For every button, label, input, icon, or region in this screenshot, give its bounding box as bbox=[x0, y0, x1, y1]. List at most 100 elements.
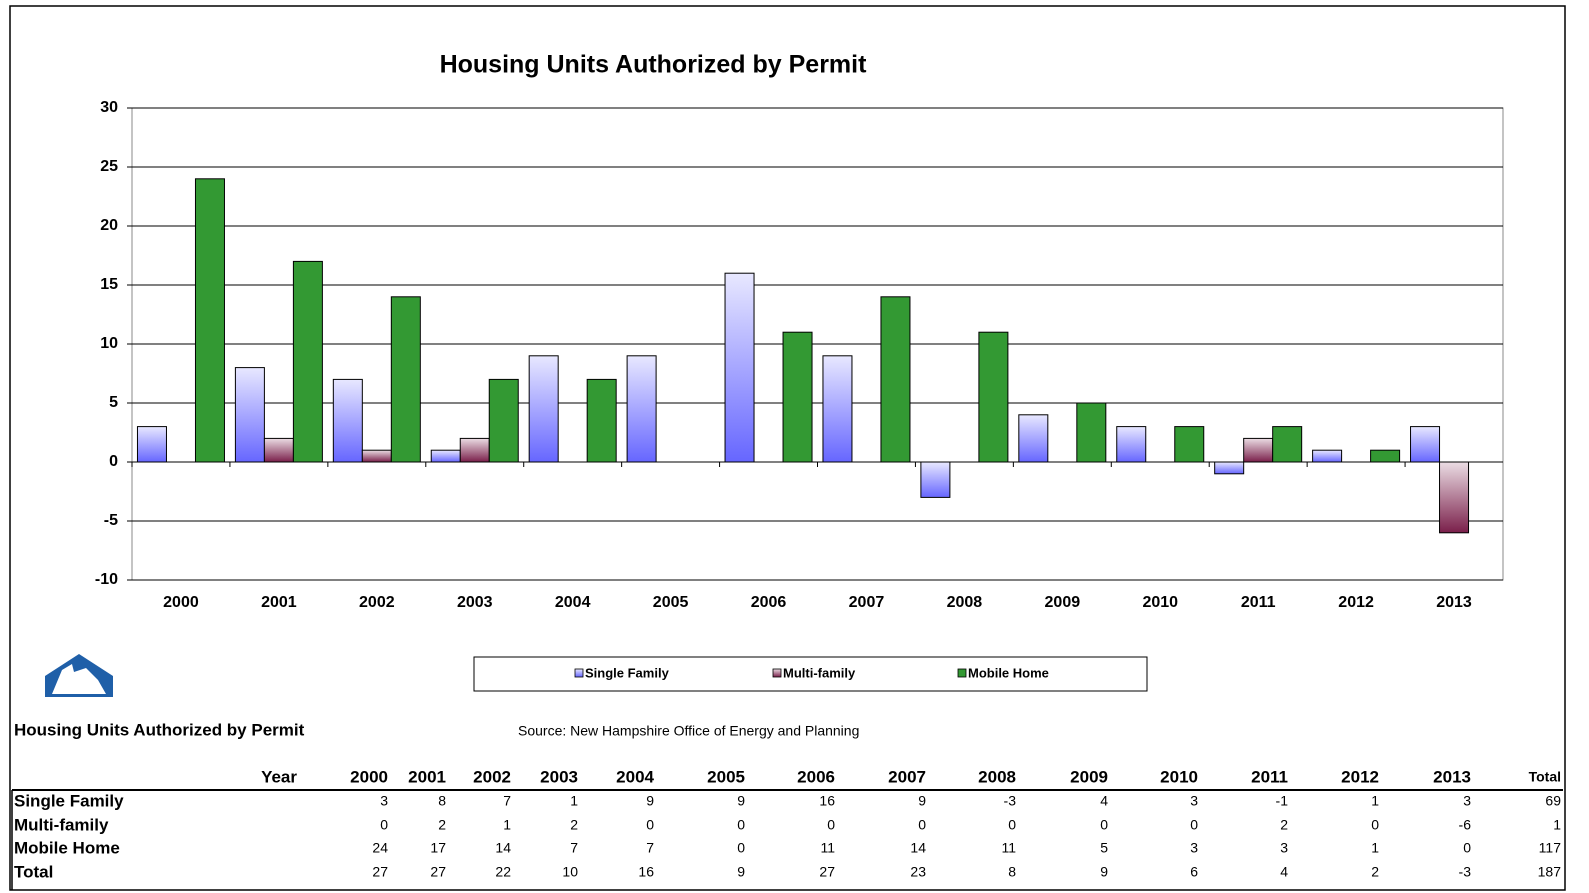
table-cell: 11 bbox=[1001, 840, 1016, 856]
table-cell: 3 bbox=[380, 793, 388, 809]
bar bbox=[194, 178, 225, 463]
legend-label: Mobile Home bbox=[968, 665, 1049, 680]
table-cell: -3 bbox=[1459, 864, 1472, 880]
y-tick-label: 30 bbox=[100, 99, 118, 116]
table-cell: -3 bbox=[1004, 793, 1017, 809]
table-cell: 11 bbox=[820, 840, 835, 856]
table-cell: 2 bbox=[1280, 817, 1288, 833]
y-tick-label: 25 bbox=[100, 158, 118, 175]
table-cell: 7 bbox=[503, 793, 511, 809]
bar bbox=[1116, 426, 1147, 463]
x-tick-label: 2000 bbox=[163, 594, 199, 611]
bar bbox=[488, 378, 519, 463]
x-tick-label: 2003 bbox=[457, 594, 493, 611]
table-cell: 0 bbox=[827, 817, 835, 833]
y-tick-label: -5 bbox=[104, 512, 118, 529]
logo bbox=[45, 654, 113, 697]
table-cell: 10 bbox=[562, 864, 578, 880]
table-cell: 2 bbox=[570, 817, 578, 833]
bar bbox=[880, 296, 911, 463]
table-header: 2007 bbox=[888, 767, 926, 786]
table-cell: 27 bbox=[819, 864, 835, 880]
legend bbox=[473, 656, 1148, 692]
table-cell: 0 bbox=[1463, 840, 1471, 856]
table-header: 2012 bbox=[1341, 767, 1379, 786]
table-cell: 16 bbox=[638, 864, 654, 880]
x-tick-label: 2002 bbox=[359, 594, 395, 611]
row-label: Multi-family bbox=[14, 815, 109, 834]
legend-label: Multi-family bbox=[783, 665, 856, 680]
bar bbox=[920, 461, 951, 498]
table-cell: 9 bbox=[1100, 864, 1108, 880]
table-cell: 9 bbox=[737, 864, 745, 880]
table-cell: 16 bbox=[819, 793, 835, 809]
legend-swatch bbox=[574, 668, 584, 678]
table-cell: 69 bbox=[1545, 793, 1561, 809]
y-tick-label: 5 bbox=[109, 394, 118, 411]
bar bbox=[1272, 426, 1303, 463]
table-cell: 187 bbox=[1538, 864, 1562, 880]
table-cell: 7 bbox=[570, 840, 578, 856]
frame bbox=[9, 5, 1566, 891]
table-cell: 4 bbox=[1280, 864, 1288, 880]
table-header: 2003 bbox=[540, 767, 578, 786]
table-header: Year bbox=[261, 767, 297, 786]
table-title: Housing Units Authorized by Permit bbox=[14, 720, 305, 739]
bar bbox=[528, 355, 559, 463]
bar bbox=[1243, 437, 1274, 463]
x-tick-label: 2008 bbox=[947, 594, 983, 611]
table-cell: 22 bbox=[495, 864, 511, 880]
table-header: Total bbox=[1529, 769, 1561, 785]
table-cell: 9 bbox=[646, 793, 654, 809]
row-label: Total bbox=[14, 862, 53, 881]
table-header: 2009 bbox=[1070, 767, 1108, 786]
table-header: 2000 bbox=[350, 767, 388, 786]
x-tick-label: 2011 bbox=[1241, 594, 1276, 611]
row-label: Single Family bbox=[14, 791, 124, 810]
bar bbox=[332, 378, 363, 463]
legend-swatch bbox=[957, 668, 967, 678]
table-cell: 1 bbox=[570, 793, 578, 809]
table-cell: 23 bbox=[910, 864, 926, 880]
table-header: 2004 bbox=[616, 767, 654, 786]
bar bbox=[1174, 426, 1205, 463]
legend-swatch bbox=[772, 668, 782, 678]
table-cell: -1 bbox=[1276, 793, 1289, 809]
y-tick-label: 0 bbox=[109, 453, 118, 470]
table-header: 2006 bbox=[797, 767, 835, 786]
table-cell: 117 bbox=[1539, 840, 1562, 856]
table-cell: 17 bbox=[430, 840, 446, 856]
table-cell: -6 bbox=[1459, 817, 1472, 833]
table-cell: 0 bbox=[1100, 817, 1108, 833]
y-tick-label: -10 bbox=[95, 571, 118, 588]
table-cell: 9 bbox=[737, 793, 745, 809]
table-cell: 0 bbox=[737, 840, 745, 856]
table-cell: 4 bbox=[1100, 793, 1108, 809]
table-cell: 0 bbox=[737, 817, 745, 833]
y-tick-label: 15 bbox=[100, 276, 118, 293]
bar bbox=[586, 378, 617, 463]
table-cell: 1 bbox=[1553, 817, 1561, 833]
x-tick-label: 2012 bbox=[1338, 594, 1374, 611]
y-tick-label: 20 bbox=[100, 217, 118, 234]
legend-label: Single Family bbox=[585, 665, 670, 680]
table-cell: 8 bbox=[438, 793, 446, 809]
bar bbox=[1439, 461, 1470, 534]
table-header: 2005 bbox=[707, 767, 745, 786]
bar bbox=[1370, 449, 1401, 463]
y-tick-label: 10 bbox=[100, 335, 118, 352]
table-cell: 27 bbox=[430, 864, 446, 880]
bar bbox=[1076, 402, 1107, 463]
table-cell: 27 bbox=[372, 864, 388, 880]
table-header: 2002 bbox=[473, 767, 511, 786]
bar bbox=[978, 331, 1009, 463]
table-cell: 9 bbox=[918, 793, 926, 809]
bar bbox=[136, 426, 167, 463]
bar bbox=[1018, 414, 1049, 463]
table-cell: 3 bbox=[1463, 793, 1471, 809]
bar bbox=[1214, 461, 1245, 475]
bar bbox=[822, 355, 853, 463]
table-cell: 3 bbox=[1280, 840, 1288, 856]
x-tick-label: 2004 bbox=[555, 594, 591, 611]
